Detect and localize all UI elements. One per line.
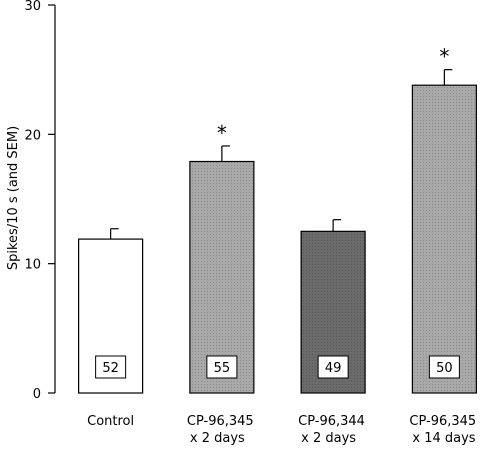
y-tick-label: 30: [24, 0, 41, 14]
bar-texture: [412, 85, 477, 393]
bars: 52 55 * 49 50 *: [78, 45, 477, 394]
category-labels: Control CP-96,345 x 2 days CP-96,344 x 2 day…: [87, 414, 476, 446]
n-label: 49: [325, 361, 342, 376]
y-tick-label: 10: [24, 258, 41, 273]
category-label: x 14 days: [412, 431, 475, 446]
y-tick-label: 20: [24, 128, 41, 143]
n-label: 52: [102, 361, 119, 376]
category-label: CP-96,345: [187, 414, 254, 429]
n-label: 50: [436, 361, 453, 376]
category-label: CP-96,345: [409, 414, 476, 429]
bar-texture: [189, 161, 254, 393]
significance-marker: *: [217, 121, 227, 145]
y-tick-label: 0: [33, 387, 41, 402]
n-label-box: [206, 355, 238, 379]
axes: 0 10 20 30: [24, 0, 56, 402]
significance-marker: *: [439, 45, 449, 69]
category-label: x 2 days: [190, 431, 245, 446]
n-label-box: [317, 355, 349, 379]
n-label-box: [95, 355, 127, 379]
category-label: Control: [87, 414, 134, 429]
n-label-box: [428, 355, 460, 379]
y-axis-label: Spikes/10 s (and SEM): [6, 126, 21, 270]
n-label: 55: [214, 361, 231, 376]
category-label: CP-96,344: [298, 414, 365, 429]
category-label: x 2 days: [301, 431, 356, 446]
